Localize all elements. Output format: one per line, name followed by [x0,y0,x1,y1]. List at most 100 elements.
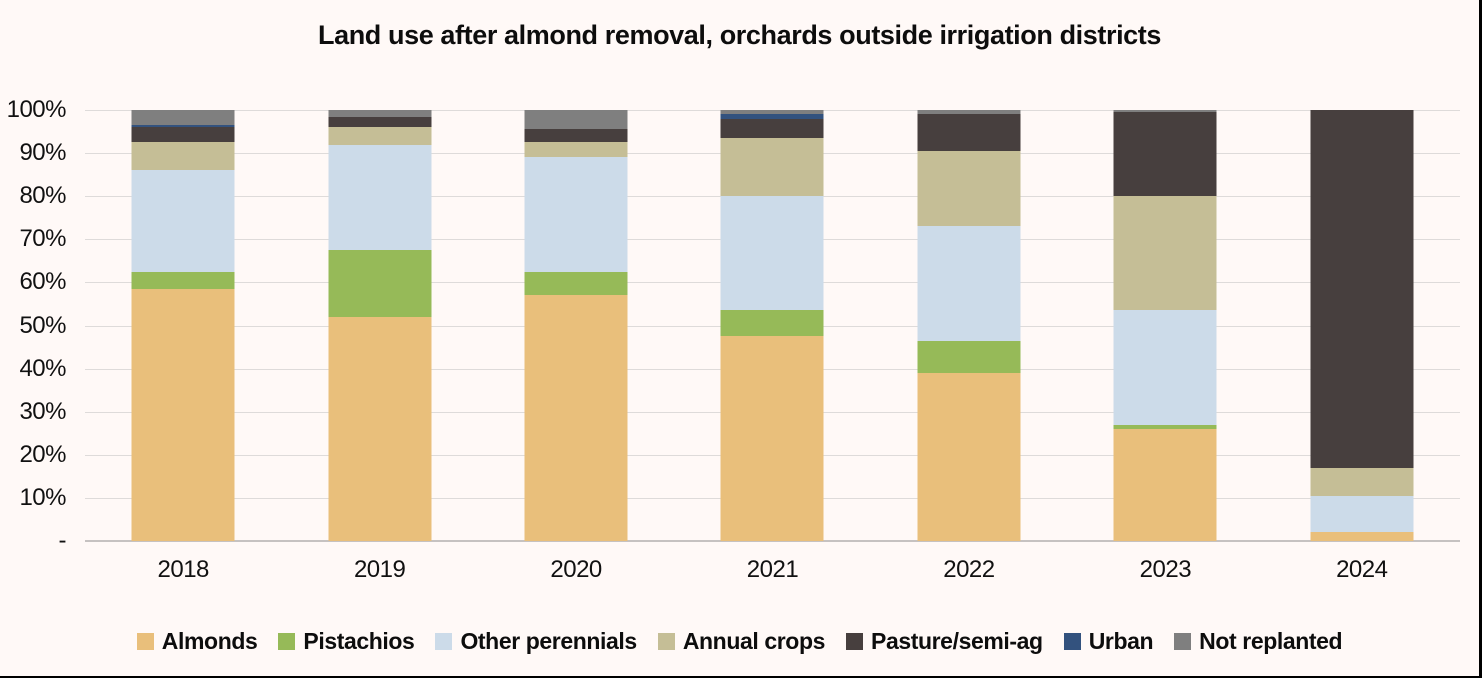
bar-segment-other-perennials-2018 [131,170,235,272]
bar-segment-annual-crops-2019 [328,127,432,145]
legend-label: Pistachios [303,628,415,654]
legend-item-urban: Urban [1063,628,1154,655]
bar-slot-2023 [1067,110,1263,541]
bar-slot-2020 [478,110,674,541]
x-axis-baseline [85,540,1460,542]
bar-segment-other-perennials-2020 [524,157,628,272]
x-axis-label-2021: 2021 [746,556,799,583]
bar-segment-annual-crops-2022 [917,150,1021,227]
legend-swatch-icon [278,633,296,650]
y-axis: 100% 90% 80% 70% 60% 50% 40% 30% 20% 10% - [0,97,67,554]
y-axis-tick-label: 50% [19,311,66,339]
stacked-bar-2018 [131,110,235,541]
legend-item-pistachios: Pistachios [278,628,415,655]
legend-swatch-icon [1063,633,1081,650]
plot-area [85,110,1460,542]
bar-segment-pasture-semi-ag-2024 [1310,110,1414,468]
legend-swatch-icon [1174,633,1192,650]
legend-item-not-replanted: Not replanted [1174,628,1343,655]
stacked-bar-2024 [1310,110,1414,541]
y-axis-tick-label: 10% [19,483,66,511]
y-axis-tick-label: - [58,527,67,554]
bar-segment-other-perennials-2019 [328,144,432,251]
stacked-bar-2022 [917,110,1021,541]
bar-slot-2024 [1264,110,1460,541]
bar-segment-almonds-2023 [1113,428,1217,541]
legend-label: Almonds [161,628,258,654]
bar-segment-not-replanted-2022 [917,110,1021,115]
chart-title: Land use after almond removal, orchards … [318,20,1161,50]
legend-label: Pasture/semi-ag [871,628,1043,654]
bar-segment-almonds-2021 [720,336,824,541]
x-axis-label-2024: 2024 [1336,556,1388,583]
bar-segment-other-perennials-2023 [1113,310,1217,425]
x-axis: 2018 2019 2020 2021 2022 2023 2024 [85,556,1460,586]
bar-segment-pistachios-2020 [524,271,628,296]
bar-segment-annual-crops-2021 [720,138,824,197]
x-axis-label-2023: 2023 [1139,556,1192,583]
legend-swatch-icon [136,633,154,650]
bar-segment-pasture-semi-ag-2022 [917,114,1021,151]
legend-item-pasture-semi-ag: Pasture/semi-ag [846,628,1043,655]
legend-swatch-icon [846,633,863,650]
bar-segment-other-perennials-2024 [1310,495,1414,533]
bar-segment-not-replanted-2023 [1113,110,1217,113]
bar-segment-almonds-2024 [1310,532,1414,541]
legend-swatch-icon [435,633,453,650]
bar-slot-2021 [674,110,870,541]
stacked-bar-2021 [720,110,824,541]
bar-segment-pasture-semi-ag-2019 [328,116,432,128]
bar-segment-not-replanted-2020 [524,110,628,130]
bar-slot-2018 [85,110,281,541]
y-axis-tick-label: 100% [6,96,67,123]
y-axis-tick-label: 30% [19,397,66,425]
y-axis-tick-label: 80% [19,182,66,210]
bar-segment-pasture-semi-ag-2018 [131,127,235,143]
bar-segment-almonds-2022 [917,372,1021,541]
bar-segment-annual-crops-2024 [1310,467,1414,496]
x-axis-label-2020: 2020 [550,556,602,583]
y-axis-tick-label: 40% [19,354,66,382]
bar-slot-2019 [281,110,477,541]
legend-label: Not replanted [1199,628,1343,654]
bar-segment-urban-2018 [131,125,235,128]
legend-label: Annual crops [682,628,826,654]
x-axis-label-2018: 2018 [157,556,210,583]
bar-segment-pistachios-2022 [917,340,1021,373]
bar-segment-other-perennials-2022 [917,226,1021,341]
bar-segment-annual-crops-2018 [131,142,235,171]
y-axis-tick-label: 20% [19,440,66,468]
bar-segment-pasture-semi-ag-2020 [524,129,628,143]
legend-item-annual-crops: Annual crops [657,628,826,655]
bar-segment-almonds-2019 [328,316,432,541]
legend-label: Urban [1088,628,1154,654]
legend-item-almonds: Almonds [136,628,258,655]
bar-segment-not-replanted-2021 [720,110,824,115]
legend: Almonds Pistachios Other perennials Annual … [0,628,1479,655]
bar-segment-pistachios-2018 [131,271,235,289]
stacked-bar-2020 [524,110,628,541]
bar-segment-not-replanted-2019 [328,110,432,117]
bar-segment-almonds-2018 [131,288,235,541]
bar-segment-pistachios-2021 [720,310,824,337]
bar-segment-urban-2021 [720,114,824,119]
x-axis-label-2022: 2022 [943,556,995,583]
legend-label: Other perennials [460,628,637,654]
x-axis-label-2019: 2019 [353,556,406,583]
y-axis-tick-label: 90% [19,139,66,167]
legend-item-other-perennials: Other perennials [435,628,637,655]
bar-slot-2022 [871,110,1067,541]
legend-swatch-icon [657,633,675,650]
stacked-bar-2023 [1113,110,1217,541]
bar-segment-almonds-2020 [524,295,628,541]
bar-segment-pasture-semi-ag-2023 [1113,112,1217,197]
bar-segment-annual-crops-2020 [524,142,628,158]
y-axis-tick-label: 70% [19,225,66,253]
bar-segment-pasture-semi-ag-2021 [720,118,824,139]
bar-segment-not-replanted-2018 [131,110,235,126]
bar-segment-annual-crops-2023 [1113,196,1217,311]
bar-segment-other-perennials-2021 [720,196,824,311]
stacked-bar-2019 [328,110,432,541]
y-axis-tick-label: 60% [19,268,66,296]
